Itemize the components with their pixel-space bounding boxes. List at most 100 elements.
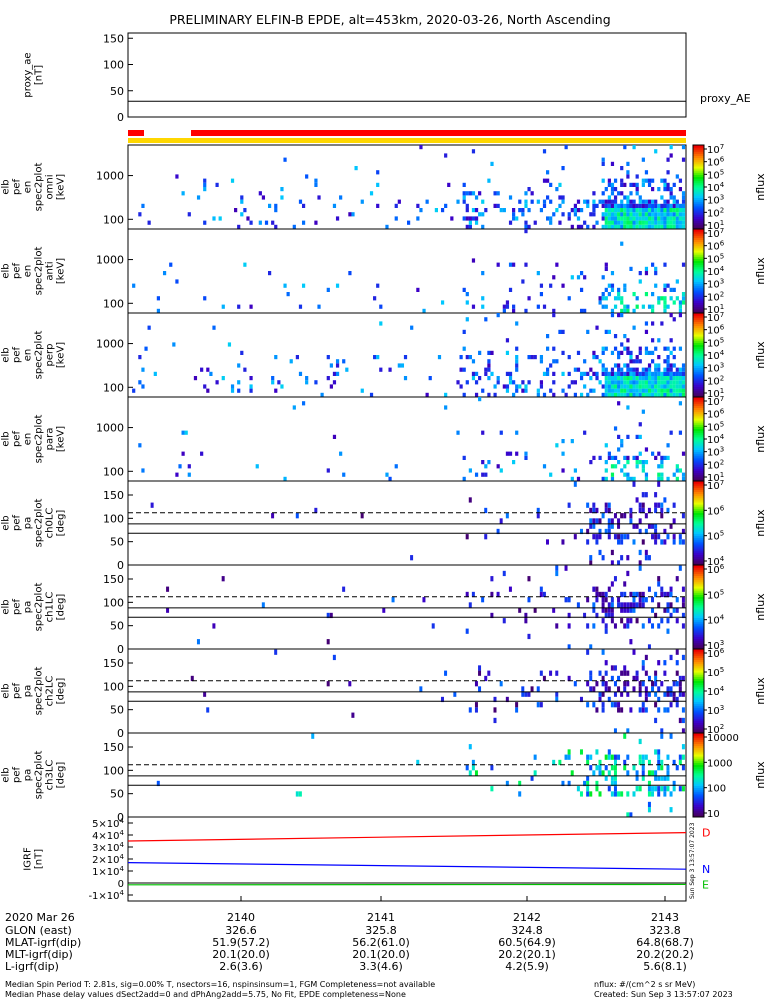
spectrogram-cell: [487, 359, 491, 364]
spectrogram-cell: [570, 275, 574, 280]
pitch-cell: [586, 528, 590, 535]
spectrogram-cell: [592, 212, 596, 217]
colorbar-step: [693, 775, 704, 778]
spectrogram-cell: [508, 380, 513, 385]
colorbar-step: [693, 285, 704, 289]
pitch-cell: [166, 607, 170, 613]
spectrogram-cell: [583, 384, 587, 389]
colorbar-step: [693, 791, 704, 795]
colorbar-step: [693, 363, 704, 366]
spectrogram-cell: [539, 384, 544, 389]
pitch-cell: [592, 518, 596, 524]
pitch-cell: [589, 518, 593, 524]
spectrogram-cell: [138, 355, 142, 360]
spectrogram-cell: [610, 220, 615, 225]
pitch-cell: [651, 523, 655, 529]
spectrogram-cell: [496, 313, 500, 318]
pitch-cell: [190, 675, 194, 682]
pitch-cell: [592, 623, 596, 629]
spectrogram-cell: [601, 212, 605, 217]
colorbar-step: [693, 172, 704, 175]
colorbar-tick-label: 107: [707, 143, 724, 156]
pitch-cell: [610, 765, 614, 771]
spectrogram-cell: [462, 455, 466, 460]
spectrogram-cell: [493, 392, 497, 397]
ylabel-line: [nT]: [34, 65, 45, 85]
spectrogram-cell: [623, 376, 627, 381]
spectrogram-cell: [314, 220, 318, 225]
spectrogram-cell: [604, 208, 608, 213]
colorbar-step: [693, 250, 704, 253]
colorbar-step: [693, 567, 704, 570]
colorbar-tick-label: 106: [707, 240, 725, 253]
spectrogram-cell: [644, 460, 649, 465]
spectrogram-cell: [666, 443, 670, 448]
spectrogram-cell: [678, 313, 683, 318]
pitch-cell: [644, 670, 648, 676]
pitch-cell: [613, 728, 617, 734]
colorbar-step: [693, 611, 704, 614]
spectrogram-cell: [573, 380, 577, 385]
spectrogram-cell: [579, 271, 584, 276]
pitch-cell: [678, 754, 682, 760]
ylabel-line: en: [23, 433, 34, 446]
ylabel-line: omni: [45, 175, 56, 200]
spectrogram-cell: [496, 464, 500, 469]
colorbar-step: [693, 520, 704, 524]
spectrogram-cell: [669, 296, 673, 301]
spectrogram-cell: [512, 208, 516, 213]
spectrogram-cell: [394, 203, 398, 208]
spectrogram-cell: [678, 388, 683, 393]
spectrogram-cell: [660, 460, 664, 465]
colorbar-step: [693, 562, 704, 566]
pitch-cell: [604, 686, 608, 692]
colorbar-step: [693, 516, 704, 520]
spectrogram-cell: [301, 283, 306, 288]
spectrogram-cell: [610, 376, 615, 381]
colorbar-step: [693, 199, 704, 203]
pitch-cell: [651, 607, 655, 613]
colorbar-tick-label: 104: [707, 265, 725, 278]
pitch-cell: [675, 696, 679, 703]
spectrogram-cell: [539, 359, 544, 364]
spectrogram-cell: [617, 380, 621, 385]
spectrogram-cell: [613, 376, 618, 381]
spectrogram-cell: [669, 376, 673, 381]
spectrogram-cell: [610, 371, 615, 376]
spectrogram-cell: [644, 447, 649, 452]
pitch-cell: [672, 518, 676, 524]
pitch-cell: [607, 534, 611, 540]
colorbar-step: [693, 481, 704, 484]
colorbar-step: [693, 184, 704, 188]
spectrogram-cell: [666, 283, 670, 288]
colorbar-step: [693, 321, 704, 324]
spectrogram-cell: [604, 443, 608, 448]
colorbar-step: [693, 472, 704, 476]
spectrogram-cell: [604, 329, 608, 334]
spectrogram-cell: [579, 287, 584, 292]
colorbar-step: [693, 296, 704, 299]
pitch-cell: [644, 513, 648, 519]
pitch-cell: [632, 597, 636, 603]
pitch-cell: [641, 602, 645, 608]
colorbar-step: [693, 399, 704, 402]
spectrogram-cell: [647, 376, 652, 381]
spectrogram-cell: [620, 308, 624, 313]
spectrogram-cell: [610, 191, 615, 196]
colorbar-step: [693, 231, 704, 234]
spectrogram-cell: [610, 472, 615, 477]
spectrogram-cell: [530, 191, 534, 196]
spectrogram-cell: [666, 208, 670, 213]
spectrogram-cell: [632, 212, 636, 217]
pitch-cell: [610, 775, 614, 781]
spectrogram-cell: [681, 203, 686, 208]
spectrogram-cell: [505, 304, 510, 309]
spectrogram-cell: [638, 388, 642, 393]
spectrogram-cell: [647, 392, 652, 397]
spectrogram-cell: [487, 350, 491, 355]
spectrogram-cell: [641, 203, 645, 208]
spectrogram-cell: [613, 203, 618, 208]
spectrogram-cell: [626, 346, 630, 351]
colorbar-step: [693, 554, 704, 558]
